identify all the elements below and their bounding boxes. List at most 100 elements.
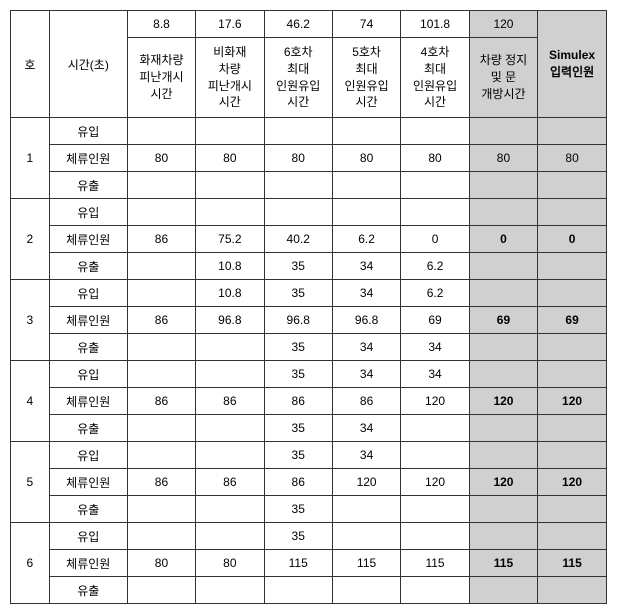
inflow-2-4 <box>401 199 470 226</box>
subheader-0: 화재차량피난개시시간 <box>127 38 195 118</box>
stay-4-0: 86 <box>127 388 195 415</box>
inflow-1-4 <box>401 118 470 145</box>
inflow-4-1 <box>196 361 264 388</box>
stay-6-5: 115 <box>469 550 537 577</box>
outflow-6-6 <box>538 577 607 604</box>
stay-1-3: 80 <box>332 145 400 172</box>
stay-6-3: 115 <box>332 550 400 577</box>
stay-1-6: 80 <box>538 145 607 172</box>
label-stay-6: 체류인원 <box>49 550 127 577</box>
inflow-1-5 <box>469 118 537 145</box>
outflow-2-3: 34 <box>332 253 400 280</box>
outflow-2-1: 10.8 <box>196 253 264 280</box>
stay-6-6: 115 <box>538 550 607 577</box>
label-inflow-3: 유입 <box>49 280 127 307</box>
subheader-3: 5호차최대인원유입시간 <box>332 38 400 118</box>
inflow-5-1 <box>196 442 264 469</box>
header-time-1: 17.6 <box>196 11 264 38</box>
header-time-3: 74 <box>332 11 400 38</box>
label-stay-2: 체류인원 <box>49 226 127 253</box>
group-id-3: 3 <box>11 280 50 361</box>
inflow-6-4 <box>401 523 470 550</box>
stay-5-3: 120 <box>332 469 400 496</box>
evacuation-table: 호시간(초)8.817.646.274101.8120Simulex입력인원화재… <box>10 10 607 604</box>
inflow-2-3 <box>332 199 400 226</box>
inflow-3-6 <box>538 280 607 307</box>
outflow-6-3 <box>332 577 400 604</box>
inflow-3-1: 10.8 <box>196 280 264 307</box>
stay-2-4: 0 <box>401 226 470 253</box>
inflow-5-0 <box>127 442 195 469</box>
label-stay-1: 체류인원 <box>49 145 127 172</box>
label-outflow-2: 유출 <box>49 253 127 280</box>
group-id-5: 5 <box>11 442 50 523</box>
stay-2-1: 75.2 <box>196 226 264 253</box>
stay-4-3: 86 <box>332 388 400 415</box>
header-time-4: 101.8 <box>401 11 470 38</box>
inflow-1-1 <box>196 118 264 145</box>
inflow-1-6 <box>538 118 607 145</box>
label-outflow-1: 유출 <box>49 172 127 199</box>
label-outflow-3: 유출 <box>49 334 127 361</box>
label-inflow-4: 유입 <box>49 361 127 388</box>
outflow-6-2 <box>264 577 332 604</box>
outflow-1-1 <box>196 172 264 199</box>
stay-4-1: 86 <box>196 388 264 415</box>
stay-5-0: 86 <box>127 469 195 496</box>
header-time-5: 120 <box>469 11 537 38</box>
label-outflow-4: 유출 <box>49 415 127 442</box>
stay-1-1: 80 <box>196 145 264 172</box>
outflow-1-0 <box>127 172 195 199</box>
inflow-1-3 <box>332 118 400 145</box>
outflow-3-6 <box>538 334 607 361</box>
group-id-2: 2 <box>11 199 50 280</box>
outflow-6-0 <box>127 577 195 604</box>
inflow-5-2: 35 <box>264 442 332 469</box>
outflow-2-4: 6.2 <box>401 253 470 280</box>
inflow-1-0 <box>127 118 195 145</box>
outflow-5-0 <box>127 496 195 523</box>
outflow-5-1 <box>196 496 264 523</box>
inflow-6-2: 35 <box>264 523 332 550</box>
outflow-5-5 <box>469 496 537 523</box>
outflow-4-0 <box>127 415 195 442</box>
stay-5-5: 120 <box>469 469 537 496</box>
outflow-6-4 <box>401 577 470 604</box>
stay-3-0: 86 <box>127 307 195 334</box>
stay-4-5: 120 <box>469 388 537 415</box>
label-stay-3: 체류인원 <box>49 307 127 334</box>
outflow-4-4 <box>401 415 470 442</box>
outflow-1-3 <box>332 172 400 199</box>
outflow-3-3: 34 <box>332 334 400 361</box>
subheader-2: 6호차최대인원유입시간 <box>264 38 332 118</box>
outflow-3-2: 35 <box>264 334 332 361</box>
stay-6-0: 80 <box>127 550 195 577</box>
stay-4-2: 86 <box>264 388 332 415</box>
outflow-2-0 <box>127 253 195 280</box>
stay-3-1: 96.8 <box>196 307 264 334</box>
stay-4-4: 120 <box>401 388 470 415</box>
inflow-5-3: 34 <box>332 442 400 469</box>
header-time-0: 8.8 <box>127 11 195 38</box>
label-inflow-2: 유입 <box>49 199 127 226</box>
inflow-6-6 <box>538 523 607 550</box>
inflow-2-0 <box>127 199 195 226</box>
group-id-1: 1 <box>11 118 50 199</box>
inflow-3-4: 6.2 <box>401 280 470 307</box>
inflow-3-3: 34 <box>332 280 400 307</box>
outflow-3-1 <box>196 334 264 361</box>
subheader-1: 비화재차량피난개시시간 <box>196 38 264 118</box>
header-time: 시간(초) <box>49 11 127 118</box>
inflow-5-5 <box>469 442 537 469</box>
outflow-5-2: 35 <box>264 496 332 523</box>
group-id-4: 4 <box>11 361 50 442</box>
stay-4-6: 120 <box>538 388 607 415</box>
outflow-4-1 <box>196 415 264 442</box>
stay-2-0: 86 <box>127 226 195 253</box>
outflow-4-3: 34 <box>332 415 400 442</box>
outflow-2-5 <box>469 253 537 280</box>
header-simulex: Simulex입력인원 <box>538 11 607 118</box>
outflow-3-5 <box>469 334 537 361</box>
inflow-2-2 <box>264 199 332 226</box>
inflow-4-0 <box>127 361 195 388</box>
